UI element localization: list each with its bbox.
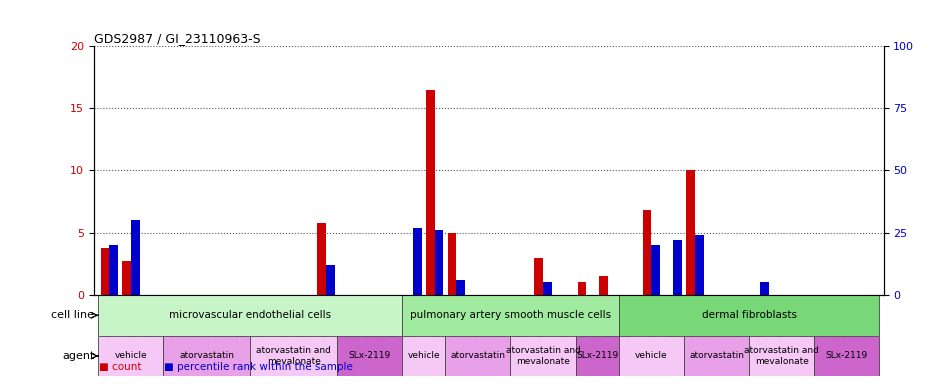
Text: vehicle: vehicle [635,351,667,361]
Bar [413,228,421,295]
Bar [402,336,446,376]
Bar [434,230,444,295]
Bar [651,245,660,295]
Bar [578,283,587,295]
Text: pulmonary artery smooth muscle cells: pulmonary artery smooth muscle cells [410,310,611,320]
Bar [510,336,575,376]
Bar [447,233,456,295]
Bar [426,89,434,295]
Bar [814,336,879,376]
Bar [684,336,749,376]
Text: vehicle: vehicle [115,351,148,361]
Text: atorvastatin and
mevalonate: atorvastatin and mevalonate [256,346,331,366]
Bar [695,235,703,295]
Text: atorvastatin and
mevalonate: atorvastatin and mevalonate [744,346,819,366]
Text: atorvastatin and
mevalonate: atorvastatin and mevalonate [506,346,581,366]
Bar [101,248,109,295]
Bar [686,170,695,295]
Text: agent: agent [62,351,94,361]
Bar [749,336,814,376]
Text: cell line: cell line [52,310,94,320]
Text: atorvastatin: atorvastatin [450,351,506,361]
Bar [337,336,402,376]
Text: SLx-2119: SLx-2119 [576,351,619,361]
Text: SLx-2119: SLx-2119 [349,351,391,361]
Bar [131,220,139,295]
Bar [456,280,465,295]
Bar [575,336,619,376]
Bar [760,283,769,295]
Bar [673,240,682,295]
Bar [326,265,335,295]
Bar [643,210,651,295]
Text: ■ count: ■ count [99,362,141,372]
Text: SLx-2119: SLx-2119 [825,351,868,361]
Bar [534,258,543,295]
Bar [446,336,510,376]
Bar [619,295,879,336]
Bar [122,261,131,295]
Bar [250,336,337,376]
Text: atorvastatin: atorvastatin [689,351,744,361]
Bar [619,336,684,376]
Bar [99,336,164,376]
Text: microvascular endothelial cells: microvascular endothelial cells [169,310,331,320]
Text: atorvastatin: atorvastatin [180,351,234,361]
Bar [164,336,250,376]
Bar [402,295,619,336]
Text: GDS2987 / GI_23110963-S: GDS2987 / GI_23110963-S [94,32,260,45]
Text: vehicle: vehicle [407,351,440,361]
Bar [99,295,402,336]
Bar [600,276,608,295]
Text: dermal fibroblasts: dermal fibroblasts [701,310,796,320]
Text: ■ percentile rank within the sample: ■ percentile rank within the sample [164,362,353,372]
Bar [543,283,552,295]
Bar [109,245,118,295]
Bar [318,223,326,295]
